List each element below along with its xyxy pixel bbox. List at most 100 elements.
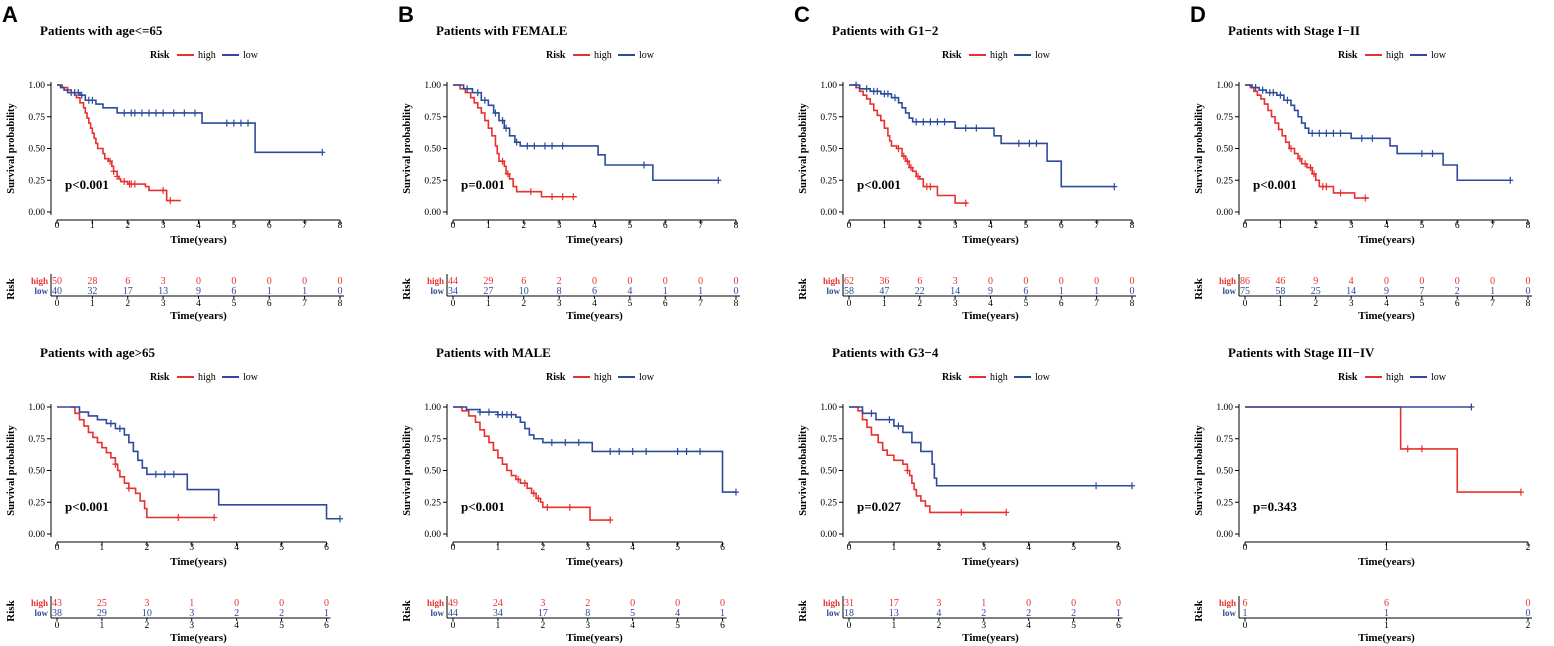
censor-mark-low (913, 118, 920, 126)
risk-count-high: 1 (189, 598, 194, 609)
censor-mark-low (973, 124, 980, 132)
censor-mark-high (175, 513, 182, 521)
censor-mark-low (131, 109, 138, 117)
y-tick-label: 1.00 (28, 403, 45, 413)
risk-count-low: 44 (448, 608, 458, 619)
censor-mark-low (75, 89, 82, 97)
risk-count-high: 3 (540, 598, 545, 609)
risk-tick-label: 6 (324, 621, 329, 631)
risk-count-high: 0 (1116, 598, 1121, 609)
y-tick-label: 0.75 (28, 435, 45, 445)
censor-mark-high (527, 188, 534, 196)
y-tick-label: 0.75 (424, 113, 441, 123)
risk-row-label-low: low (35, 608, 49, 618)
censor-mark-low (464, 85, 471, 93)
risk-tick-label: 2 (1526, 621, 1531, 631)
legend: Risk high low (942, 50, 1051, 61)
censor-mark-low (868, 409, 875, 417)
y-axis-label: Survival probability (1194, 424, 1205, 515)
risk-count-high: 0 (663, 276, 668, 287)
risk-count-low: 14 (950, 286, 960, 297)
risk-table-ylabel: Risk (797, 277, 809, 299)
x-tick-label: 6 (267, 221, 272, 231)
censor-mark-high (499, 157, 506, 165)
censor-mark-low (549, 142, 556, 150)
censor-mark-high (1404, 445, 1411, 453)
y-axis-label: Survival probability (6, 424, 17, 515)
censor-mark-high (1296, 155, 1303, 163)
legend-label-low: low (639, 372, 655, 383)
censor-mark-low (503, 124, 510, 132)
risk-table: Risk highlow43380252913102133024025016Tim… (5, 596, 331, 644)
risk-row-label-high: high (427, 598, 444, 608)
x-axis-label: Time(years) (170, 234, 227, 246)
censor-mark-low (476, 408, 483, 416)
x-axis-label: Time(years) (962, 234, 1019, 246)
risk-count-low: 9 (988, 286, 993, 297)
risk-count-low: 25 (1311, 286, 1321, 297)
legend-label-high: high (990, 372, 1008, 383)
x-tick-label: 2 (144, 543, 149, 553)
censor-mark-low (89, 96, 96, 104)
risk-tick-label: 2 (917, 299, 922, 309)
risk-count-high: 50 (52, 276, 62, 287)
censor-mark-high (900, 152, 907, 160)
y-tick-label: 0.25 (424, 176, 441, 186)
censor-mark-high (958, 508, 965, 516)
risk-row-label-high: high (31, 276, 48, 286)
risk-x-axis-label: Time(years) (170, 632, 227, 644)
risk-count-high: 0 (988, 276, 993, 287)
censor-mark-high (530, 489, 537, 497)
risk-count-low: 1 (663, 286, 668, 297)
censor-mark-low (245, 119, 252, 127)
risk-tick-label: 0 (55, 299, 60, 309)
y-tick-label: 0.50 (1216, 467, 1233, 477)
risk-table: Risk highlow49440243413172283054045016Tim… (401, 596, 727, 644)
censor-mark-low (541, 142, 548, 150)
risk-count-low: 1 (1116, 608, 1121, 619)
risk-count-high: 49 (448, 598, 458, 609)
y-tick-label: 0.00 (1216, 530, 1233, 540)
risk-count-high: 0 (698, 276, 703, 287)
x-tick-label: 5 (675, 543, 680, 553)
x-tick-label: 7 (1094, 221, 1099, 231)
censor-mark-low (107, 420, 114, 428)
risk-tick-label: 6 (720, 621, 725, 631)
censor-mark-high (121, 178, 128, 186)
censor-mark-high (131, 180, 138, 188)
censor-mark-low (920, 118, 927, 126)
x-tick-label: 2 (540, 543, 545, 553)
risk-tick-label: 3 (161, 299, 166, 309)
panel-title: Patients with age>65 (40, 345, 156, 360)
legend-label-low: low (243, 372, 259, 383)
censor-mark-low (1284, 96, 1291, 104)
x-tick-label: 4 (234, 543, 239, 553)
risk-count-low: 9 (1384, 286, 1389, 297)
censor-mark-low (513, 138, 520, 146)
risk-count-low: 4 (627, 286, 632, 297)
risk-count-high: 44 (448, 276, 458, 287)
x-tick-label: 0 (1243, 221, 1248, 231)
x-tick-label: 0 (451, 543, 456, 553)
censor-mark-low (1252, 84, 1259, 92)
risk-count-low: 13 (158, 286, 168, 297)
censor-mark-high (904, 157, 911, 165)
censor-mark-high (904, 467, 911, 474)
panel-title: Patients with MALE (436, 345, 551, 360)
censor-mark-high (1323, 183, 1330, 191)
risk-row-label-low: low (35, 286, 49, 296)
risk-table: Risk highlow50400283216172313309406501601… (5, 274, 344, 322)
risk-tick-label: 2 (936, 621, 941, 631)
risk-count-low: 0 (1526, 608, 1531, 619)
x-tick-label: 5 (1420, 221, 1425, 231)
x-tick-label: 1 (496, 543, 501, 553)
risk-tick-label: 0 (451, 299, 456, 309)
risk-count-low: 14 (1346, 286, 1356, 297)
censor-mark-low (116, 425, 123, 433)
risk-count-low: 18 (844, 608, 854, 619)
risk-row-label-low: low (827, 286, 841, 296)
risk-count-high: 0 (196, 276, 201, 287)
